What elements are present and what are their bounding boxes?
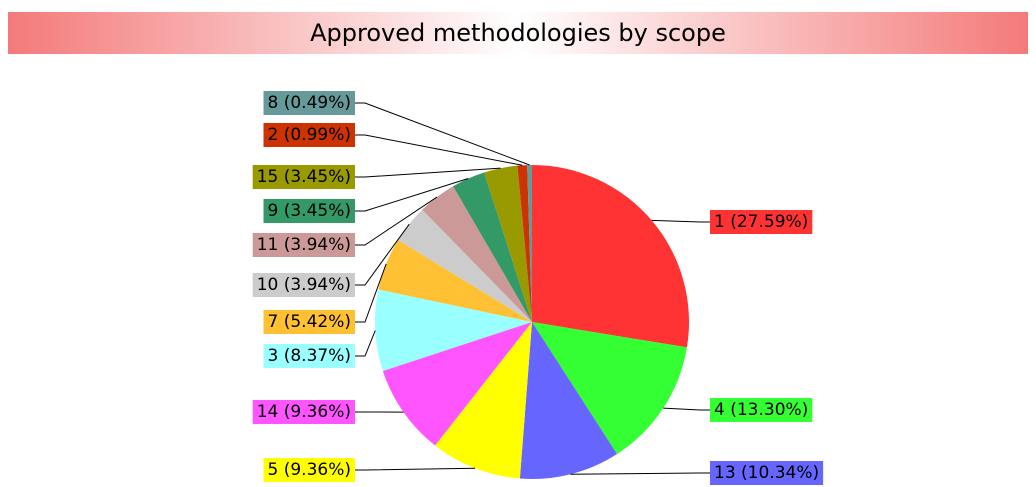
leader-line	[355, 263, 387, 323]
slice-label-text: 4 (13.30%)	[714, 400, 808, 420]
slice-label-text: 14 (9.36%)	[257, 402, 351, 422]
leader-line	[355, 178, 469, 212]
pie-slice	[532, 165, 689, 348]
slice-label: 2 (0.99%)	[263, 123, 355, 147]
pie-slice	[422, 186, 532, 322]
pie-slice	[517, 165, 532, 322]
label-box	[252, 273, 355, 297]
label-box	[263, 310, 355, 334]
label-box	[252, 400, 355, 424]
label-box	[710, 398, 813, 422]
pie-slice	[527, 165, 532, 322]
pie-slice	[382, 322, 532, 446]
pie-slice	[378, 240, 532, 322]
chart-title: Approved methodologies by scope	[310, 19, 726, 47]
label-box	[252, 233, 355, 257]
slice-label: 14 (9.36%)	[252, 400, 355, 424]
slice-label-text: 9 (3.45%)	[268, 201, 352, 221]
leader-line	[651, 219, 710, 223]
slice-label-text: 13 (10.34%)	[714, 463, 819, 483]
slice-label: 10 (3.94%)	[252, 273, 355, 297]
leader-line	[355, 330, 376, 357]
leader-line	[570, 472, 710, 475]
slice-label-text: 5 (9.36%)	[268, 460, 352, 480]
slice-label-text: 11 (3.94%)	[257, 235, 351, 255]
leader-line	[355, 196, 438, 246]
title-bar	[8, 12, 1028, 54]
leader-line	[355, 167, 501, 178]
leader-line	[663, 407, 710, 411]
leader-line	[355, 102, 530, 166]
slice-label: 7 (5.42%)	[263, 310, 355, 334]
slice-label: 5 (9.36%)	[263, 458, 355, 482]
pie-slice	[375, 289, 532, 371]
slice-label: 15 (3.45%)	[252, 165, 355, 189]
label-box	[710, 210, 813, 234]
slice-label-text: 15 (3.45%)	[257, 167, 351, 187]
leader-line	[355, 223, 410, 286]
pie-slice	[532, 322, 687, 454]
label-box	[252, 165, 355, 189]
slice-label-text: 1 (27.59%)	[714, 212, 808, 232]
slice-label: 9 (3.45%)	[263, 199, 355, 223]
leader-line	[355, 134, 523, 166]
slice-label: 11 (3.94%)	[252, 233, 355, 257]
slice-label-text: 2 (0.99%)	[268, 125, 352, 145]
slice-label: 8 (0.49%)	[263, 91, 355, 115]
pie-slice	[398, 209, 532, 322]
slice-label: 3 (8.37%)	[263, 344, 355, 368]
pie-slice	[519, 322, 618, 479]
pie-slice	[435, 322, 532, 479]
slice-label: 13 (10.34%)	[710, 461, 824, 485]
slice-label: 1 (27.59%)	[710, 210, 813, 234]
slice-label: 4 (13.30%)	[710, 398, 813, 422]
label-box	[263, 344, 355, 368]
slice-label-text: 8 (0.49%)	[268, 93, 352, 113]
leader-line	[355, 467, 476, 471]
slice-label-text: 10 (3.94%)	[257, 275, 351, 295]
slice-label-text: 3 (8.37%)	[268, 346, 352, 366]
pie-slice	[453, 172, 532, 322]
label-box	[263, 199, 355, 223]
label-box	[710, 461, 824, 485]
pie-slice	[484, 165, 532, 322]
label-box	[263, 458, 355, 482]
slice-label-text: 7 (5.42%)	[268, 312, 352, 332]
label-box	[263, 123, 355, 147]
label-box	[263, 91, 355, 115]
